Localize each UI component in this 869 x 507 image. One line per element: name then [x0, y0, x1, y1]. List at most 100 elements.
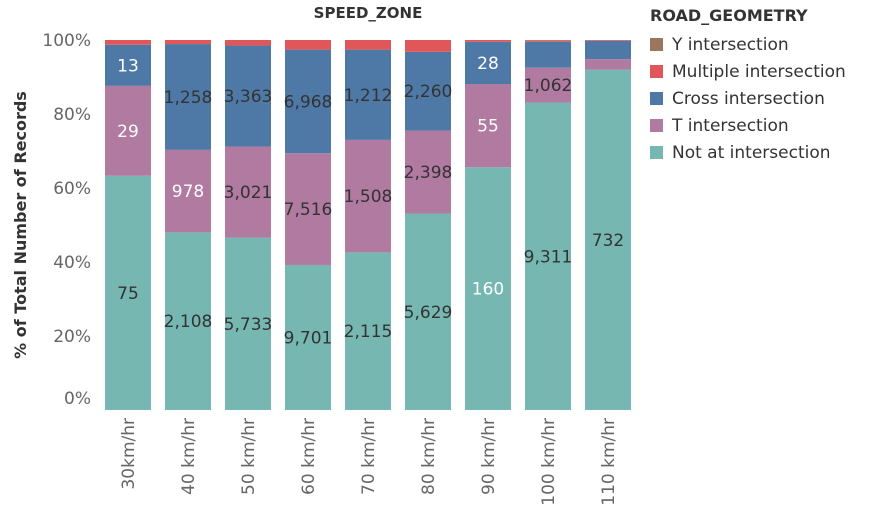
bar-segment — [345, 252, 391, 410]
legend-swatch — [650, 119, 663, 132]
data-label: 1,212 — [344, 86, 393, 106]
data-label: 5,733 — [224, 315, 273, 335]
bar-segment — [525, 40, 571, 42]
y-tick-label: 20% — [53, 327, 91, 347]
bar-segment — [345, 49, 391, 140]
bar-segment — [285, 153, 331, 265]
data-label: 5,629 — [404, 303, 453, 323]
bar-segment — [525, 67, 571, 103]
bar-segment — [285, 264, 331, 410]
bar-segment — [165, 44, 211, 150]
bar-segment — [405, 130, 451, 214]
y-tick-label: 60% — [53, 179, 91, 199]
bar-segment — [465, 40, 511, 42]
data-label: 9,701 — [284, 328, 333, 348]
bar-segment — [165, 232, 211, 410]
data-label: 160 — [472, 280, 504, 300]
legend-label: Y intersection — [672, 34, 789, 55]
y-tick-label: 40% — [53, 253, 91, 273]
legend-item: Not at intersection — [650, 139, 846, 166]
x-tick-label: 90 km/hr — [479, 418, 499, 495]
bar-segment — [465, 84, 511, 168]
bar-segment — [585, 40, 631, 60]
x-axis-ticks: 30km/hr 40 km/hr 50 km/hr 60 km/hr 70 km/hr 8… — [119, 418, 619, 506]
x-tick-label: 100 km/hr — [539, 418, 559, 506]
bar-segment — [525, 102, 571, 410]
x-tick-label: 60 km/hr — [299, 418, 319, 495]
legend-item: Multiple intersection — [650, 58, 846, 85]
data-label: 6,968 — [284, 92, 333, 112]
bar-segment — [585, 69, 631, 410]
bar-segment — [345, 40, 391, 50]
x-tick-label: 70 km/hr — [359, 418, 379, 495]
bar-segment — [225, 237, 271, 410]
legend-label: T intersection — [672, 115, 789, 136]
legend-swatch — [650, 146, 663, 159]
bar-segment — [165, 40, 211, 45]
bar-segment — [345, 139, 391, 253]
legend-label: Not at intersection — [672, 142, 831, 163]
x-tick-label: 50 km/hr — [239, 418, 259, 495]
data-label: 13 — [117, 56, 139, 76]
bar-segment — [585, 59, 631, 70]
data-label: 732 — [592, 231, 624, 251]
bar-segment — [105, 40, 151, 45]
bar-segment — [105, 85, 151, 176]
bar-segment — [525, 40, 571, 41]
data-label: 7,516 — [284, 200, 333, 220]
y-axis-label: % of Total Number of Records — [11, 91, 30, 359]
data-label: 2,260 — [404, 82, 453, 102]
bar-segment — [105, 44, 151, 86]
data-label: 28 — [477, 54, 499, 74]
data-label: 3,363 — [224, 87, 273, 107]
y-tick-label: 100% — [42, 31, 91, 51]
x-tick-label: 30km/hr — [119, 418, 139, 490]
bar-segment — [285, 40, 331, 50]
bar-segment — [225, 146, 271, 238]
x-tick-label: 110 km/hr — [599, 418, 619, 506]
legend-swatch — [650, 92, 663, 105]
y-axis-ticks: 0% 20% 40% 60% 80% 100% — [42, 31, 91, 409]
bar-segment — [285, 49, 331, 154]
legend-swatch — [650, 38, 663, 51]
legend-swatch — [650, 65, 663, 78]
bar-segment — [405, 213, 451, 410]
bar-segment — [165, 149, 211, 233]
data-label: 1,508 — [344, 187, 393, 207]
bar-segment — [225, 40, 271, 46]
data-label: 3,021 — [224, 183, 273, 203]
data-label: 1,258 — [164, 88, 213, 108]
data-label: 1,062 — [524, 76, 573, 96]
legend-item: Y intersection — [650, 31, 846, 58]
data-label: 55 — [477, 117, 499, 137]
bar-segment — [405, 51, 451, 131]
bar-segment — [225, 45, 271, 147]
legend-label: Multiple intersection — [672, 61, 846, 82]
data-label: 978 — [172, 182, 204, 202]
legend-item: Cross intersection — [650, 85, 846, 112]
data-label: 75 — [117, 284, 139, 304]
bar-segment — [585, 40, 631, 41]
bar-segment — [105, 175, 151, 410]
x-tick-label: 80 km/hr — [419, 418, 439, 495]
chart-title: SPEED_ZONE — [314, 4, 423, 22]
bar-labels: 75 29 13 2,108 978 1,258 5,733 3,021 3,363 9,701 7… — [117, 54, 624, 349]
legend-label: Cross intersection — [672, 88, 825, 109]
bar-segment — [525, 41, 571, 68]
x-tick-label: 40 km/hr — [179, 418, 199, 495]
y-tick-label: 0% — [64, 389, 91, 409]
bar-segment — [405, 40, 451, 52]
data-label: 2,115 — [344, 322, 393, 342]
data-label: 9,311 — [524, 247, 573, 267]
data-label: 29 — [117, 122, 139, 142]
legend-item: T intersection — [650, 112, 846, 139]
bars — [105, 40, 631, 410]
legend: ROAD_GEOMETRY Y intersection Multiple int… — [650, 6, 846, 166]
legend-title: ROAD_GEOMETRY — [650, 6, 808, 25]
y-tick-label: 80% — [53, 105, 91, 125]
bar-segment — [465, 41, 511, 85]
data-label: 2,108 — [164, 312, 213, 332]
data-label: 2,398 — [404, 163, 453, 183]
legend-items: Y intersection Multiple intersection Cross… — [650, 31, 846, 166]
